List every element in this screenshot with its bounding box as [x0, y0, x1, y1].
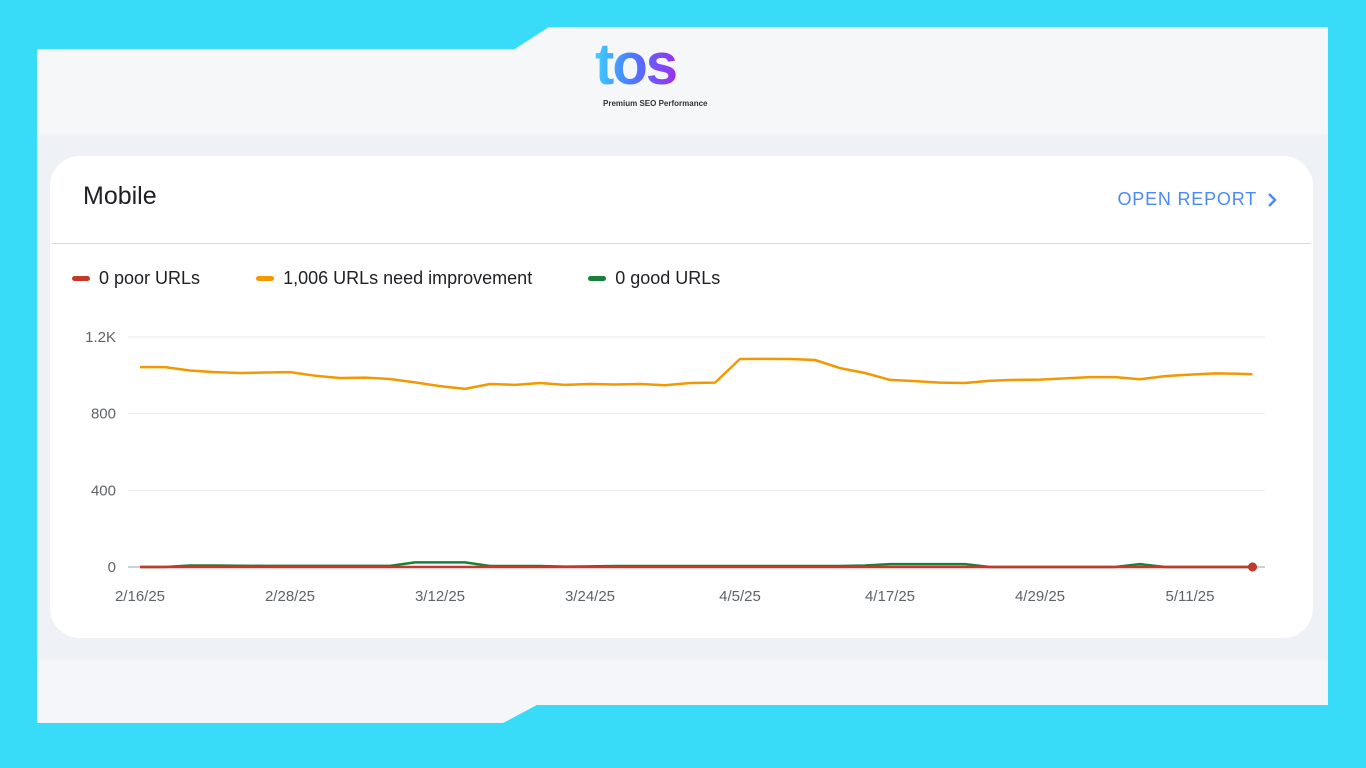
x-tick-label: 4/5/25 — [719, 588, 761, 605]
series-endpoint-poor — [1248, 562, 1257, 572]
mobile-report-card: Mobile OPEN REPORT 0 poor URLs 1,006 URL… — [50, 156, 1313, 638]
logo-wordmark: tos — [595, 32, 678, 97]
x-tick-label: 3/24/25 — [565, 588, 615, 605]
chevron-right-icon — [1268, 192, 1277, 207]
legend-poor[interactable]: 0 poor URLs — [72, 268, 200, 289]
legend: 0 poor URLs 1,006 URLs need improvement … — [72, 268, 776, 289]
y-tick-label: 400 — [91, 482, 116, 499]
legend-label: 1,006 URLs need improvement — [283, 268, 533, 288]
legend-need-improvement[interactable]: 1,006 URLs need improvement — [256, 268, 532, 289]
legend-swatch — [72, 276, 90, 281]
legend-swatch — [588, 276, 607, 281]
legend-good[interactable]: 0 good URLs — [588, 268, 720, 289]
x-tick-label: 3/12/25 — [415, 588, 465, 605]
x-tick-label: 4/29/25 — [1015, 588, 1065, 605]
legend-swatch — [256, 276, 275, 281]
card-title: Mobile — [83, 182, 157, 210]
legend-label: 0 good URLs — [615, 268, 721, 288]
legend-label: 0 poor URLs — [99, 268, 201, 288]
open-report-button[interactable]: OPEN REPORT — [1118, 189, 1278, 210]
divider — [52, 243, 1311, 244]
y-tick-label: 1.2K — [85, 329, 116, 346]
x-tick-label: 5/11/25 — [1166, 588, 1215, 605]
logo: tos Premium SEO Performance — [595, 33, 725, 113]
y-tick-label: 0 — [108, 559, 116, 576]
x-tick-label: 4/17/25 — [865, 588, 915, 605]
series-line-need-improvement — [140, 357, 1253, 391]
open-report-label: OPEN REPORT — [1117, 189, 1257, 209]
y-tick-label: 800 — [91, 406, 116, 423]
x-tick-label: 2/16/25 — [115, 588, 165, 605]
x-tick-label: 2/28/25 — [265, 588, 315, 605]
logo-tagline: Premium SEO Performance — [603, 99, 708, 108]
